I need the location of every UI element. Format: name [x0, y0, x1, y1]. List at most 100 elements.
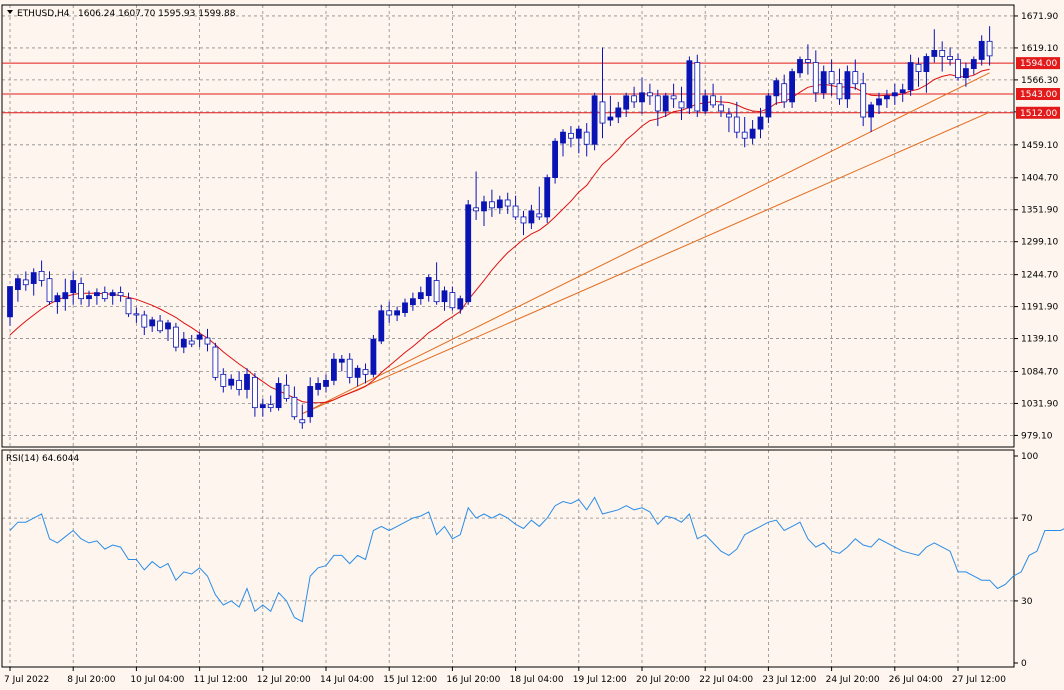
candle-body	[891, 92, 898, 97]
candle-body	[583, 131, 590, 145]
candle-body	[220, 373, 227, 387]
candle	[749, 120, 756, 145]
candle-body	[30, 272, 37, 284]
candle	[117, 286, 124, 302]
trendline	[302, 72, 990, 415]
price-tick-label: 1619.10	[1021, 44, 1058, 54]
candle	[765, 92, 772, 124]
candle	[30, 268, 37, 296]
candle-body	[915, 63, 922, 73]
candle	[188, 334, 195, 348]
candle-body	[496, 199, 503, 209]
candle-body	[789, 71, 795, 103]
candle	[157, 315, 164, 334]
candle	[694, 54, 701, 118]
candle-body	[236, 379, 243, 390]
candle-body	[923, 56, 930, 73]
time-tick-label: 24 Jul 20:00	[826, 675, 880, 685]
candle-body	[275, 383, 282, 409]
candle	[14, 274, 21, 302]
candle-body	[733, 116, 740, 133]
candle-body	[338, 358, 345, 363]
price-level-tag	[1016, 88, 1060, 101]
price-axis: 1671.901619.101566.301513.501459.101404.…	[1014, 12, 1058, 441]
candle-body	[433, 280, 440, 303]
candle-body	[125, 298, 132, 315]
candle-body	[165, 322, 171, 330]
candle-body	[133, 313, 140, 316]
candle-body	[22, 279, 29, 286]
candle	[402, 298, 408, 317]
candle	[789, 68, 795, 108]
candle	[386, 301, 393, 323]
candle	[259, 398, 266, 417]
candle	[165, 319, 171, 342]
candle	[125, 292, 132, 317]
candle	[109, 289, 116, 305]
candle	[330, 353, 337, 386]
candle	[473, 171, 480, 220]
candle	[986, 26, 993, 66]
candle-body	[196, 334, 203, 340]
candle-body	[7, 286, 13, 318]
candle	[575, 126, 582, 154]
candle	[481, 195, 487, 226]
candle-body	[520, 216, 527, 224]
candle	[220, 368, 227, 393]
candle	[726, 107, 732, 133]
price-tick-label: 1351.90	[1021, 206, 1058, 216]
candle	[378, 304, 385, 345]
candle	[204, 328, 211, 352]
candle-body	[654, 95, 661, 112]
candle-body	[686, 60, 693, 109]
candle-body	[568, 132, 574, 139]
candle	[836, 68, 843, 105]
time-tick-label: 15 Jul 12:00	[383, 675, 437, 685]
candle	[931, 29, 938, 63]
candle	[670, 83, 677, 108]
candle	[425, 274, 432, 302]
candle-body	[409, 298, 416, 306]
price-tick-label: 1084.70	[1021, 367, 1058, 377]
time-tick-label: 11 Jul 12:00	[194, 675, 248, 685]
candle	[899, 83, 906, 102]
candle	[947, 47, 953, 66]
candle	[488, 189, 495, 217]
price-tick-label: 1139.10	[1021, 335, 1058, 345]
candle	[236, 371, 243, 396]
candle	[512, 195, 519, 220]
candle-body	[765, 95, 772, 118]
time-tick-label: 22 Jul 04:00	[699, 675, 753, 685]
candle-body	[117, 292, 124, 297]
time-tick-label: 19 Jul 12:00	[573, 675, 627, 685]
rsi-tick-label: 30	[1021, 597, 1033, 607]
symbol-dropdown-icon[interactable]	[7, 10, 13, 14]
candle-body	[694, 62, 701, 112]
candle-body	[267, 404, 274, 409]
candle	[615, 101, 622, 124]
candle-body	[978, 40, 985, 60]
price-level-tag	[1016, 106, 1060, 119]
candle	[354, 365, 361, 387]
chart-frame	[1, 4, 1015, 668]
candle	[797, 56, 803, 78]
candle	[884, 89, 890, 108]
candle	[54, 292, 61, 314]
candle-body	[46, 278, 53, 303]
candle	[94, 288, 100, 305]
rsi-line	[9, 496, 1064, 623]
candle	[346, 353, 353, 384]
candle-body	[481, 201, 487, 212]
candle	[275, 377, 282, 411]
candle	[568, 126, 574, 148]
candle-body	[773, 80, 780, 97]
candle	[520, 210, 527, 236]
candle	[662, 92, 669, 118]
candle	[457, 295, 464, 314]
symbol-label[interactable]: ETHUSD,H4	[17, 9, 70, 19]
candle	[465, 199, 472, 305]
candle-body	[560, 131, 566, 144]
candle	[891, 83, 898, 105]
candle	[805, 44, 811, 75]
